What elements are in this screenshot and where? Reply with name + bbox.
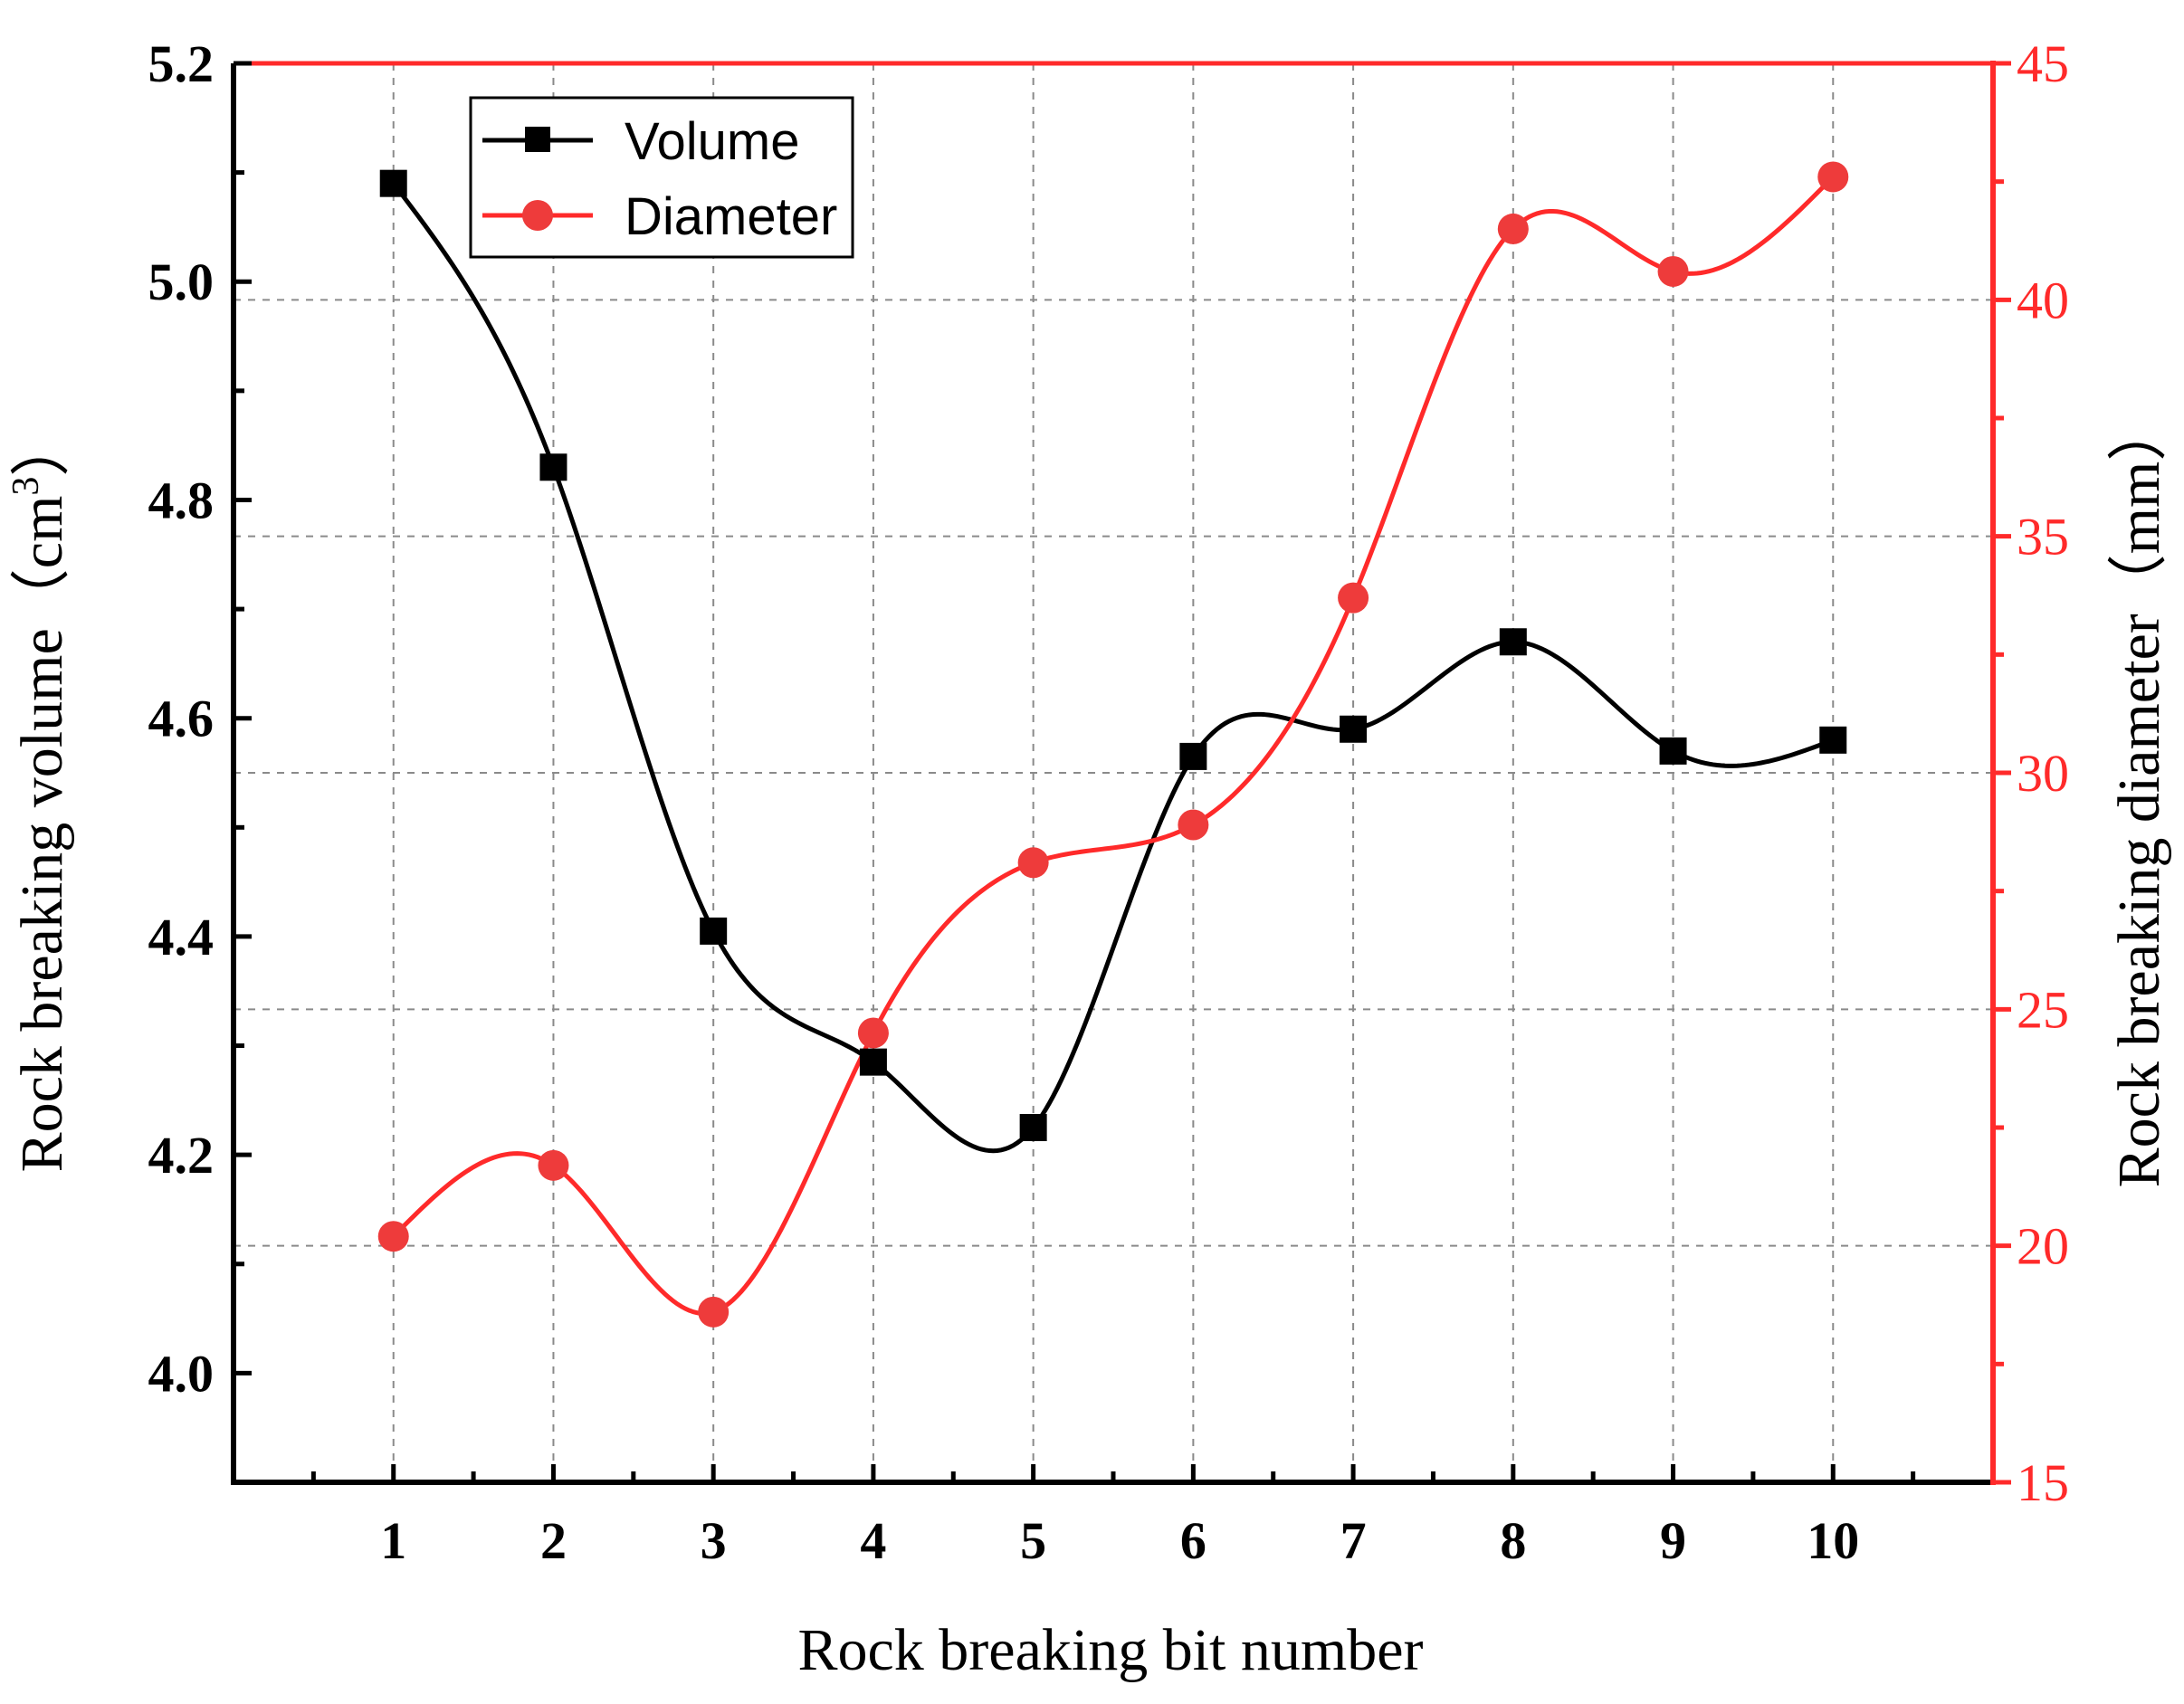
- diameter-point: [538, 1149, 569, 1181]
- left-y-axis-label-main: Rock breaking volume（cm: [9, 496, 75, 1173]
- x-axis-label: Rock breaking bit number: [797, 1617, 1423, 1683]
- legend-diameter-label: Diameter: [625, 187, 837, 246]
- x-tick-label: 1: [380, 1511, 406, 1570]
- diameter-point: [1338, 582, 1369, 614]
- legend-volume-label: Volume: [625, 112, 799, 171]
- grid-lines: [234, 63, 1993, 1482]
- legend-diameter-marker: [522, 200, 553, 231]
- right-y-axis-label: Rock breaking diameter（mm）: [2106, 402, 2172, 1188]
- x-tick-label: 8: [1500, 1511, 1526, 1570]
- left-tick-label: 5.0: [148, 252, 215, 311]
- diameter-point: [857, 1017, 889, 1049]
- x-tick-label: 9: [1660, 1511, 1686, 1570]
- left-y-axis-label-end: ）: [9, 417, 75, 477]
- volume-point: [1659, 737, 1687, 765]
- x-tick-label: 3: [701, 1511, 727, 1570]
- right-tick-label: 15: [2017, 1453, 2069, 1512]
- volume-point: [539, 453, 567, 481]
- left-tick-label: 5.2: [148, 34, 215, 93]
- x-tick-label: 6: [1180, 1511, 1206, 1570]
- volume-point: [1019, 1114, 1047, 1141]
- volume-point: [1179, 742, 1207, 770]
- x-tick-label: 7: [1340, 1511, 1367, 1570]
- diameter-point: [698, 1296, 730, 1328]
- diameter-point: [1497, 213, 1529, 244]
- x-tick-label: 10: [1807, 1511, 1859, 1570]
- x-tick-label: 5: [1020, 1511, 1046, 1570]
- curves: [391, 175, 1836, 1316]
- diameter-point: [1817, 161, 1849, 193]
- diameter-point: [1017, 847, 1049, 879]
- volume-point: [1340, 715, 1368, 743]
- right-tick-label: 30: [2017, 744, 2069, 803]
- right-tick-label: 25: [2017, 980, 2069, 1039]
- left-tick-label: 4.4: [148, 908, 215, 966]
- volume-point: [1499, 628, 1527, 656]
- x-tick-label: 4: [860, 1511, 886, 1570]
- markers: [377, 161, 1849, 1328]
- left-y-axis-label-superscript: 3: [5, 477, 47, 496]
- right-tick-label: 45: [2017, 34, 2069, 93]
- right-tick-label: 35: [2017, 508, 2069, 566]
- diameter-point: [1178, 809, 1209, 841]
- legend-volume-marker: [525, 127, 550, 152]
- right-tick-label: 20: [2017, 1217, 2069, 1276]
- legend: Volume Diameter: [469, 96, 854, 259]
- volume-point: [379, 169, 407, 197]
- axes: [231, 61, 2011, 1485]
- legend-box: [469, 96, 854, 259]
- left-tick-label: 4.8: [148, 471, 215, 529]
- diameter-point: [377, 1221, 409, 1252]
- diameter-point: [1657, 255, 1689, 287]
- left-tick-label: 4.6: [148, 690, 215, 748]
- volume-curve: [391, 182, 1835, 1154]
- x-tick-label: 2: [540, 1511, 567, 1570]
- right-tick-label: 40: [2017, 271, 2069, 329]
- diameter-curve: [391, 175, 1836, 1316]
- volume-point: [700, 917, 728, 945]
- volume-point: [1819, 726, 1847, 754]
- left-tick-label: 4.0: [148, 1344, 215, 1403]
- volume-point: [859, 1048, 887, 1076]
- left-tick-label: 4.2: [148, 1126, 215, 1185]
- left-y-axis-label: Rock breaking volume（cm3）: [5, 417, 75, 1173]
